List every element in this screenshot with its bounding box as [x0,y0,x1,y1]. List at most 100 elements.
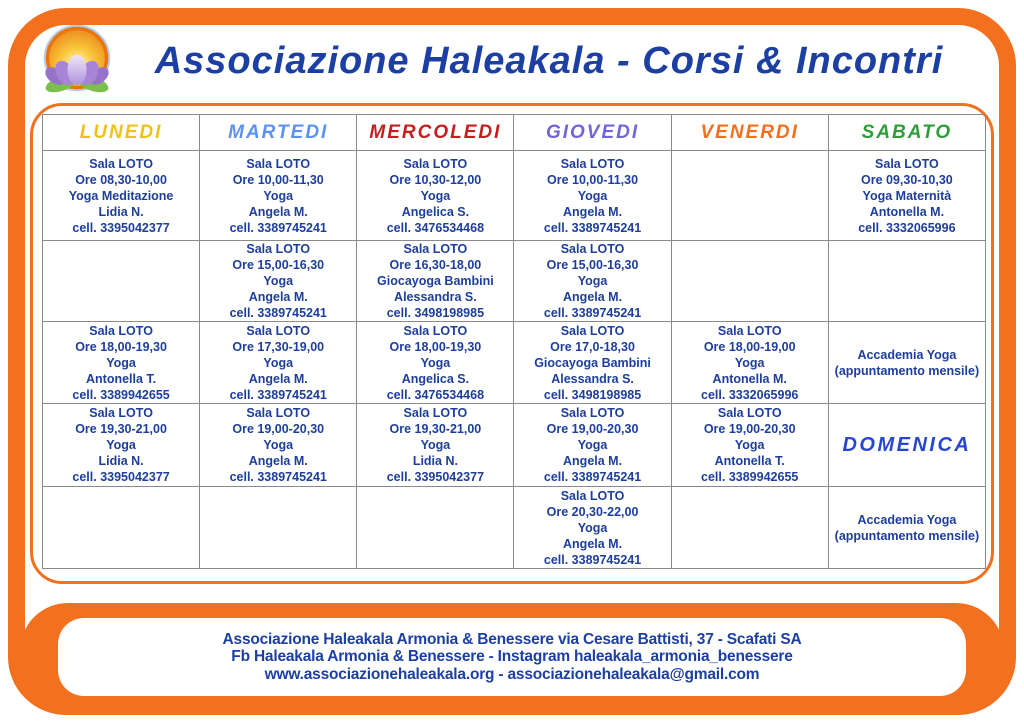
cell-line: cell. 3498198985 [386,306,485,320]
cell-line: Sala LOTO [89,406,153,420]
class-cell: Sala LOTO Ore 17,30-19,00 Yoga Angela M. cel… [199,321,358,404]
empty-cell [41,240,201,322]
day-header-sabato: SABATO [827,114,987,151]
cell-line: Giocayoga Bambini [377,274,494,288]
cell-line: Alessandra S. [551,371,634,386]
monthly-note-cell: Accademia Yoga (appuntamento mensile) [827,486,987,569]
cell-line: Angela M. [248,290,308,304]
cell-line: Sala LOTO [403,406,468,420]
cell-line: cell. 3498198985 [543,387,642,402]
cell-line: Ore 10,00-11,30 [232,172,324,187]
cell-line: cell. 3395042377 [386,470,485,484]
cell-line: Ore 17,30-19,00 [232,339,325,354]
cell-line: Ore 19,00-20,30 [546,422,639,436]
cell-line: Lidia N. [98,204,144,219]
schedule-row: Sala LOTO Ore 20,30-22,00 Yoga Angela M. cel… [41,486,987,569]
cell-line: cell. 3476534468 [386,220,485,235]
cell-line: Angela M. [248,371,308,386]
cell-line: Yoga Maternità [862,188,952,203]
cell-line: Sala LOTO [560,406,625,420]
cell-line: Sala LOTO [560,488,625,503]
cell-line: Sala LOTO [403,323,468,338]
cell-line: cell. 3332065996 [701,387,799,402]
cell-line: cell. 3389745241 [229,470,327,484]
cell-line: cell. 3389745241 [229,220,327,235]
footer-info-box: Associazione Haleakala Armonia & Benesse… [58,618,966,696]
footer-band: Associazione Haleakala Armonia & Benesse… [20,603,1004,709]
cell-line: Accademia Yoga [857,347,957,362]
cell-line: Ore 17,0-18,30 [550,339,635,354]
cell-line: Yoga [106,355,136,370]
cell-line: Sala LOTO [560,156,625,171]
schedule-table-container: LUNEDI MARTEDI MERCOLEDI GIOVEDI VENERDI SABA… [30,103,994,584]
cell-line: Ore 10,00-11,30 [547,172,639,187]
empty-cell [670,150,829,241]
class-cell: Sala LOTO Ore 10,00-11,30 Yoga Angela M. cel… [199,150,358,241]
cell-line: Lidia N. [98,454,144,468]
cell-line: cell. 3395042377 [72,470,170,484]
day-header-row: LUNEDI MARTEDI MERCOLEDI GIOVEDI VENERDI SABA… [41,114,987,151]
class-cell: Sala LOTO Ore 18,00-19,00 Yoga Antonella M.… [670,321,829,404]
cell-line: Antonella T. [86,371,157,386]
class-cell: Sala LOTO Ore 15,00-16,30 Yoga Angela M. cel… [513,240,672,322]
cell-line: Angelica S. [401,371,470,386]
class-cell: Sala LOTO Ore 15,00-16,30 Yoga Angela M. cel… [199,240,358,322]
class-cell: Sala LOTO Ore 19,00-20,30 Yoga Angela M. cel… [513,403,672,487]
cell-line: Ore 18,00-19,30 [75,339,167,354]
cell-line: Yoga [263,188,294,203]
schedule-row: Sala LOTO Ore 15,00-16,30 Yoga Angela M. cel… [41,240,987,322]
cell-line: Sala LOTO [560,323,625,338]
cell-line: Alessandra S. [394,290,477,304]
domenica-label-cell: DOMENICA [827,403,987,487]
schedule-row: Sala LOTO Ore 19,30-21,00 Yoga Lidia N. cell… [41,403,987,487]
cell-line: Ore 20,30-22,00 [546,504,639,519]
cell-line: Angela M. [248,204,308,219]
cell-line: Sala LOTO [560,242,625,256]
cell-line: Angela M. [563,454,623,468]
cell-line: Lidia N. [412,454,458,468]
empty-cell [827,240,987,322]
cell-line: Ore 18,00-19,00 [703,339,796,354]
cell-line: Ore 19,30-21,00 [75,422,167,436]
cell-line: Ore 09,30-10,30 [861,172,953,187]
cell-line: Yoga [420,438,451,452]
day-header-mercoledi: MERCOLEDI [356,114,515,151]
cell-line: Angela M. [563,290,623,304]
empty-cell [356,486,515,569]
cell-line: Ore 10,30-12,00 [389,172,482,187]
cell-line: Sala LOTO [403,242,468,256]
class-cell: Sala LOTO Ore 19,00-20,30 Yoga Angela M. cel… [199,403,358,487]
monthly-note-cell: Accademia Yoga (appuntamento mensile) [827,321,987,404]
cell-line: Ore 19,30-21,00 [389,422,482,436]
cell-line: cell. 3476534468 [386,387,485,402]
cell-line: Yoga [734,438,765,452]
cell-line: Sala LOTO [89,323,153,338]
cell-line: Yoga [420,355,451,370]
cell-line: Antonella T. [714,454,785,468]
class-cell: Sala LOTO Ore 20,30-22,00 Yoga Angela M. cel… [513,486,672,569]
cell-line: Yoga [106,438,136,452]
class-cell: Sala LOTO Ore 16,30-18,00 Giocayoga Bambin… [356,240,515,322]
cell-line: Sala LOTO [717,323,782,338]
day-header-giovedi: GIOVEDI [513,114,672,151]
cell-line: cell. 3389745241 [543,220,642,235]
cell-line: Yoga [263,355,294,370]
cell-line: Angela M. [563,536,623,551]
empty-cell [41,486,201,569]
schedule-row: Sala LOTO Ore 08,30-10,00 Yoga Meditazione… [41,150,987,241]
cell-line: Sala LOTO [717,406,782,420]
cell-line: Angela M. [563,204,623,219]
cell-line: (appuntamento mensile) [834,363,980,378]
cell-line: Yoga [420,188,451,203]
cell-line: Yoga [577,520,608,535]
cell-line: Antonella M. [712,371,787,386]
lotus-sun-logo-icon [40,24,114,97]
cell-line: Sala LOTO [875,156,939,171]
cell-line: Sala LOTO [89,156,153,171]
cell-line: cell. 3389942655 [701,470,799,484]
footer-social: Fb Haleakala Armonia & Benessere - Insta… [231,648,793,666]
day-header-venerdi: VENERDI [670,114,829,151]
cell-line: Antonella M. [869,204,945,219]
cell-line: Giocayoga Bambini [534,355,651,370]
class-cell: Sala LOTO Ore 17,0-18,30 Giocayoga Bambini… [513,321,672,404]
